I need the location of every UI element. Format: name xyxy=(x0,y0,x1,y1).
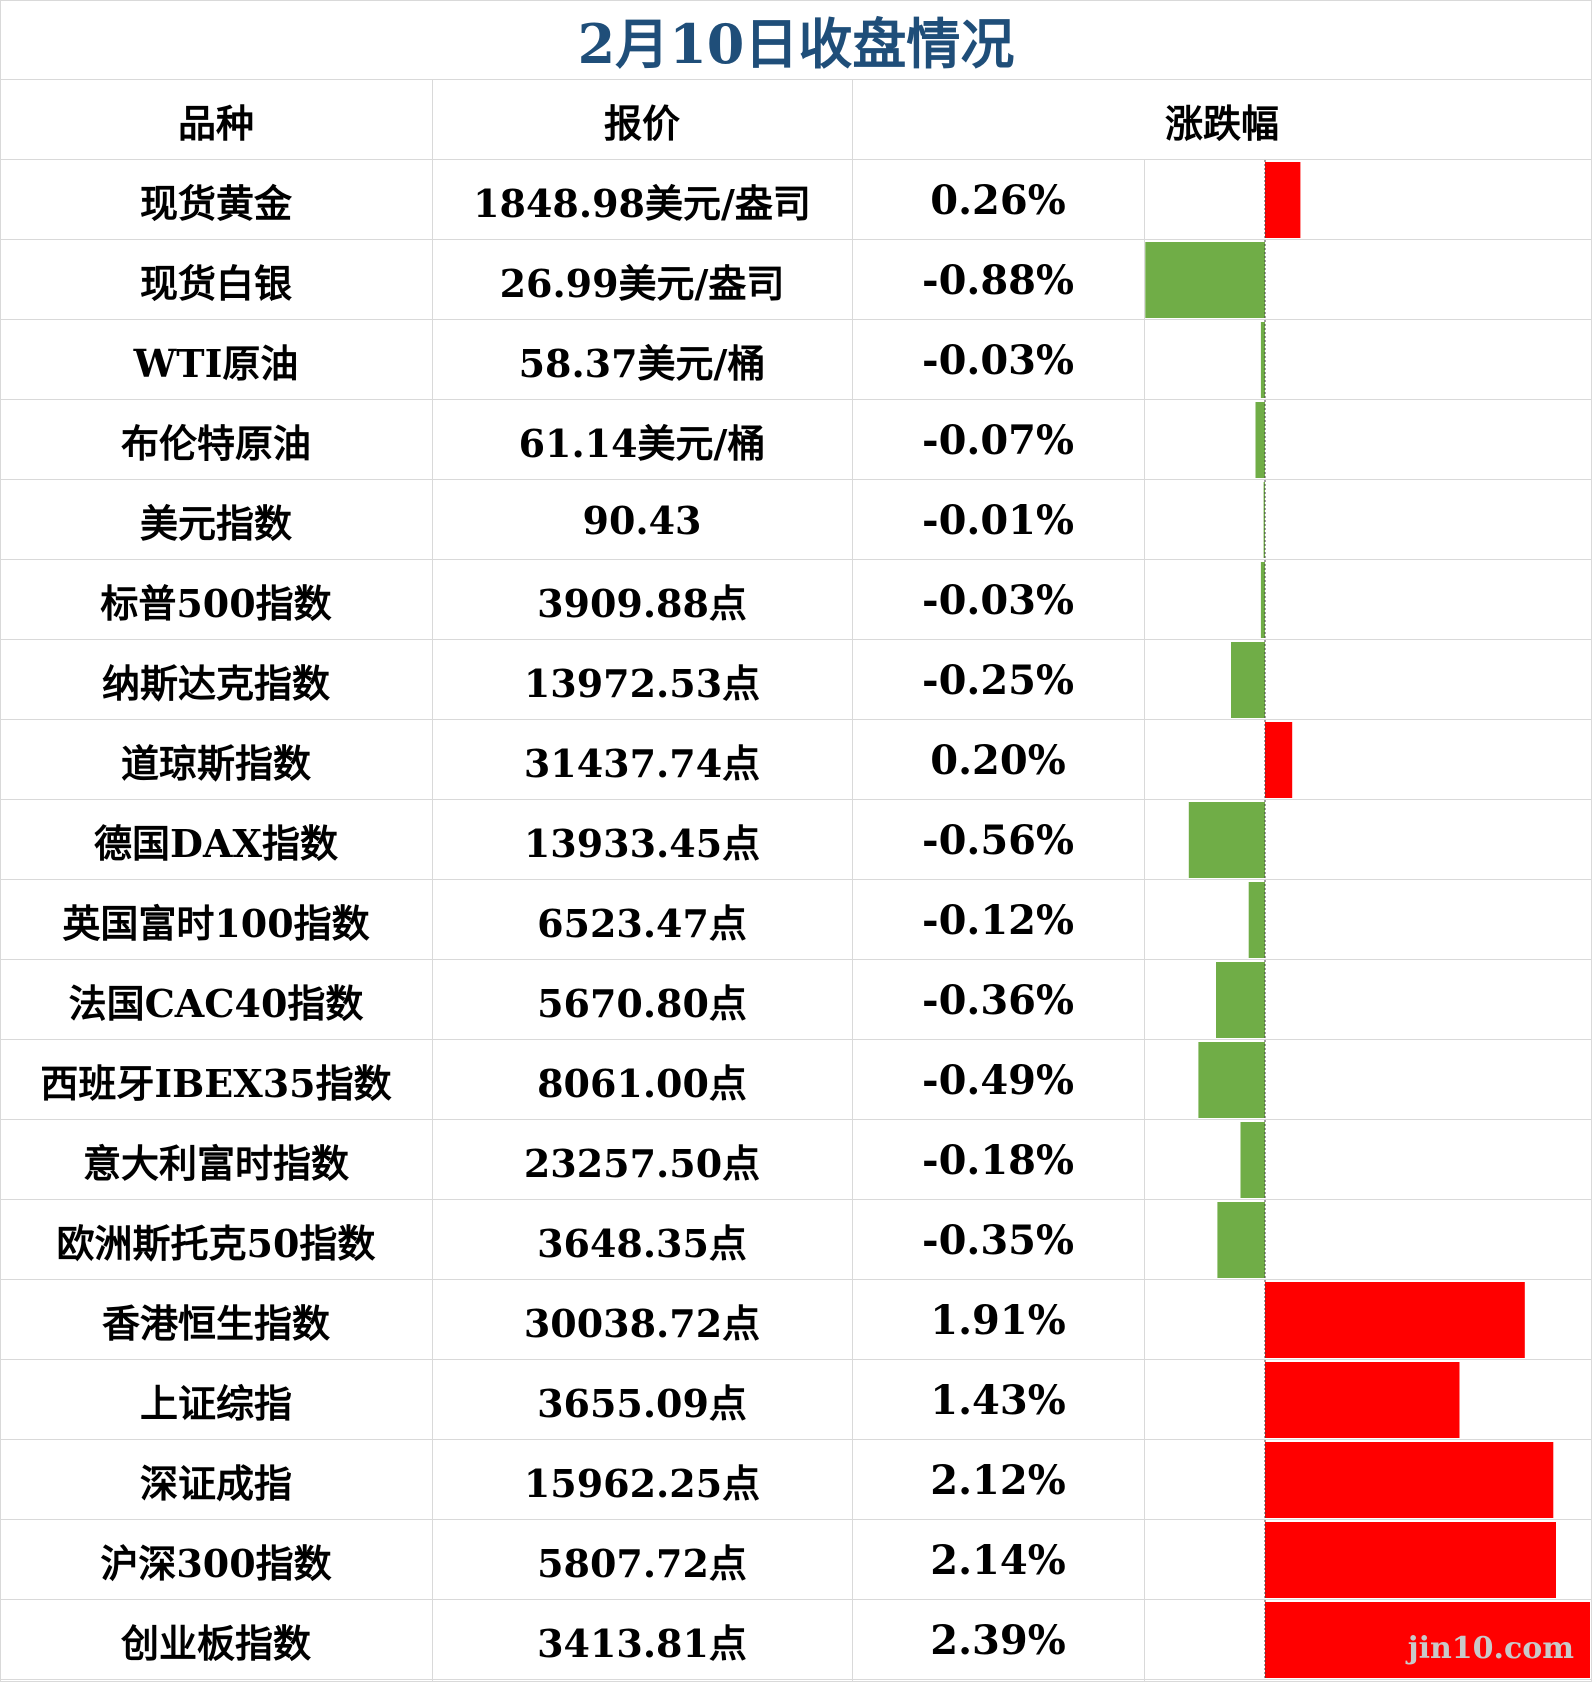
change-bar xyxy=(1260,322,1265,398)
change-bar xyxy=(1265,1362,1460,1438)
change-bar xyxy=(1265,162,1301,238)
change-bar xyxy=(1265,1442,1554,1518)
change-bar xyxy=(1188,802,1265,878)
change-bar xyxy=(1265,1282,1525,1358)
change-bar xyxy=(1260,562,1265,638)
change-bar xyxy=(1265,1522,1556,1598)
watermark: jin10.com xyxy=(1407,1631,1574,1666)
change-bar xyxy=(1248,882,1265,958)
change-bar xyxy=(1231,642,1265,718)
change-bar xyxy=(1198,1042,1265,1118)
change-bar xyxy=(1217,1202,1265,1278)
change-bar xyxy=(1216,962,1265,1038)
change-bar xyxy=(1240,1122,1265,1198)
change-bar xyxy=(1265,722,1293,798)
change-bar xyxy=(1145,242,1265,318)
change-bar xyxy=(1255,402,1265,478)
